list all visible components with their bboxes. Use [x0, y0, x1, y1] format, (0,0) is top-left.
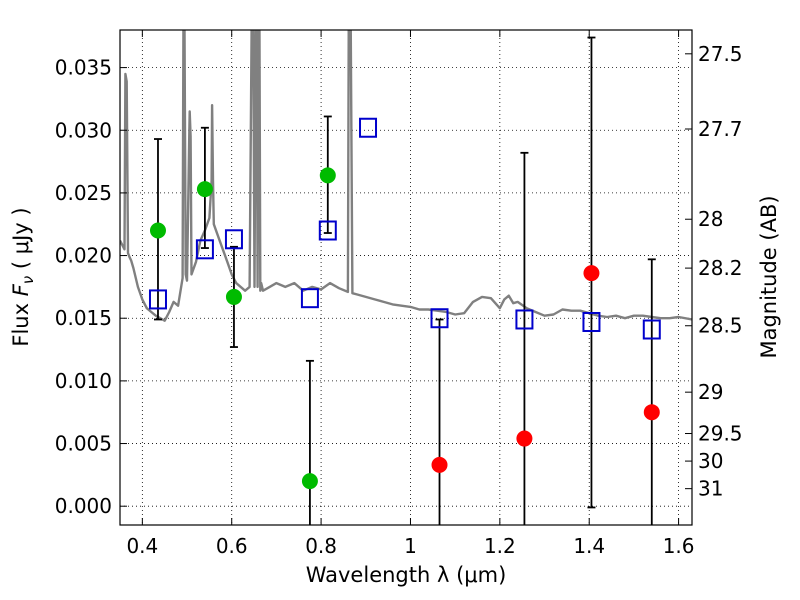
grid [120, 30, 692, 525]
y-tick-label: 0.035 [55, 56, 112, 80]
model-photometry-point [224, 229, 243, 250]
plot-frame [119, 29, 693, 526]
y-tick-label: 0.015 [55, 306, 112, 330]
model-photometry-point [430, 308, 449, 329]
x-tick-label: 1.2 [484, 534, 516, 558]
data-point [319, 167, 336, 184]
data-point [196, 181, 213, 198]
data-point [225, 288, 242, 305]
ticks: 0.4 0.6 0.8 1 1.2 1.4 1.6 0.000 0.005 0.010 0.015 0… [55, 30, 743, 558]
x-axis-title: Wavelength λ (μm) [306, 563, 507, 587]
right-tick-label: 31 [698, 477, 723, 501]
model-photometry-point [318, 220, 337, 241]
y-axis-title: Flux Fν ( μJy ) [9, 207, 37, 346]
y-axis-title-right: Magnitude (AB) [757, 195, 781, 358]
x-tick-label: 1.6 [663, 534, 695, 558]
y-tick-label: 0.030 [55, 118, 112, 142]
model-photometry-point [582, 311, 601, 332]
right-tick-label: 27.5 [698, 42, 743, 66]
model-photometry-point [195, 239, 214, 260]
model-photometry-point [300, 288, 319, 309]
model-photometry-point [148, 289, 167, 310]
data-point [431, 456, 448, 473]
x-tick-label: 1 [404, 534, 417, 558]
right-tick-label: 28 [698, 207, 723, 231]
data-point [583, 265, 600, 282]
right-tick-label: 28.5 [698, 314, 743, 338]
model-spectrum-layer [120, 30, 692, 322]
x-tick-label: 0.8 [305, 534, 337, 558]
model-photometry-point [515, 309, 534, 330]
y-tick-label: 0.020 [55, 244, 112, 268]
y-tick-label: 0.000 [55, 494, 112, 518]
data-point [301, 473, 318, 490]
x-tick-label: 1.4 [573, 534, 605, 558]
right-tick-label: 28.2 [698, 256, 743, 280]
plot-area [120, 30, 692, 525]
right-tick-label: 29.5 [698, 422, 743, 446]
right-tick-label: 30 [698, 449, 723, 473]
model-photometry-point [359, 117, 378, 138]
data-point [149, 222, 166, 239]
x-tick-label: 0.6 [216, 534, 248, 558]
y-tick-label: 0.005 [55, 432, 112, 456]
markers-layer [148, 117, 661, 490]
model-spectrum-line [120, 30, 692, 322]
y-tick-label: 0.010 [55, 369, 112, 393]
right-tick-label: 27.7 [698, 117, 743, 141]
right-tick-label: 29 [698, 380, 723, 404]
x-tick-label: 0.4 [126, 534, 158, 558]
y-tick-label: 0.025 [55, 181, 112, 205]
data-point [643, 404, 660, 421]
model-photometry-point [642, 319, 661, 340]
data-point [516, 430, 533, 447]
